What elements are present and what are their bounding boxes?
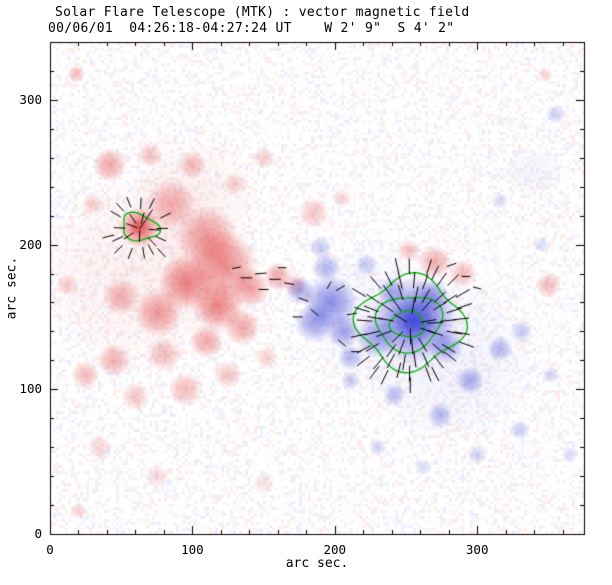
- x-axis-label: arc sec.: [285, 556, 349, 571]
- y-axis-label: arc sec.: [4, 256, 20, 320]
- plot-title: Solar Flare Telescope (MTK) : vector mag…: [55, 5, 470, 20]
- y-tick-label: 100: [19, 381, 42, 397]
- x-tick-label: 300: [465, 542, 489, 557]
- x-tick-label: 200: [323, 542, 347, 557]
- x-tick-label: 100: [181, 542, 204, 557]
- plot-subtitle: 00/06/01 04:26:18-04:27:24 UT W 2' 9" S …: [48, 21, 455, 36]
- y-tick-label: 0: [34, 526, 42, 541]
- x-tick-label: 0: [46, 542, 54, 557]
- y-tick-label: 200: [19, 236, 42, 252]
- y-tick-label: 300: [19, 91, 42, 107]
